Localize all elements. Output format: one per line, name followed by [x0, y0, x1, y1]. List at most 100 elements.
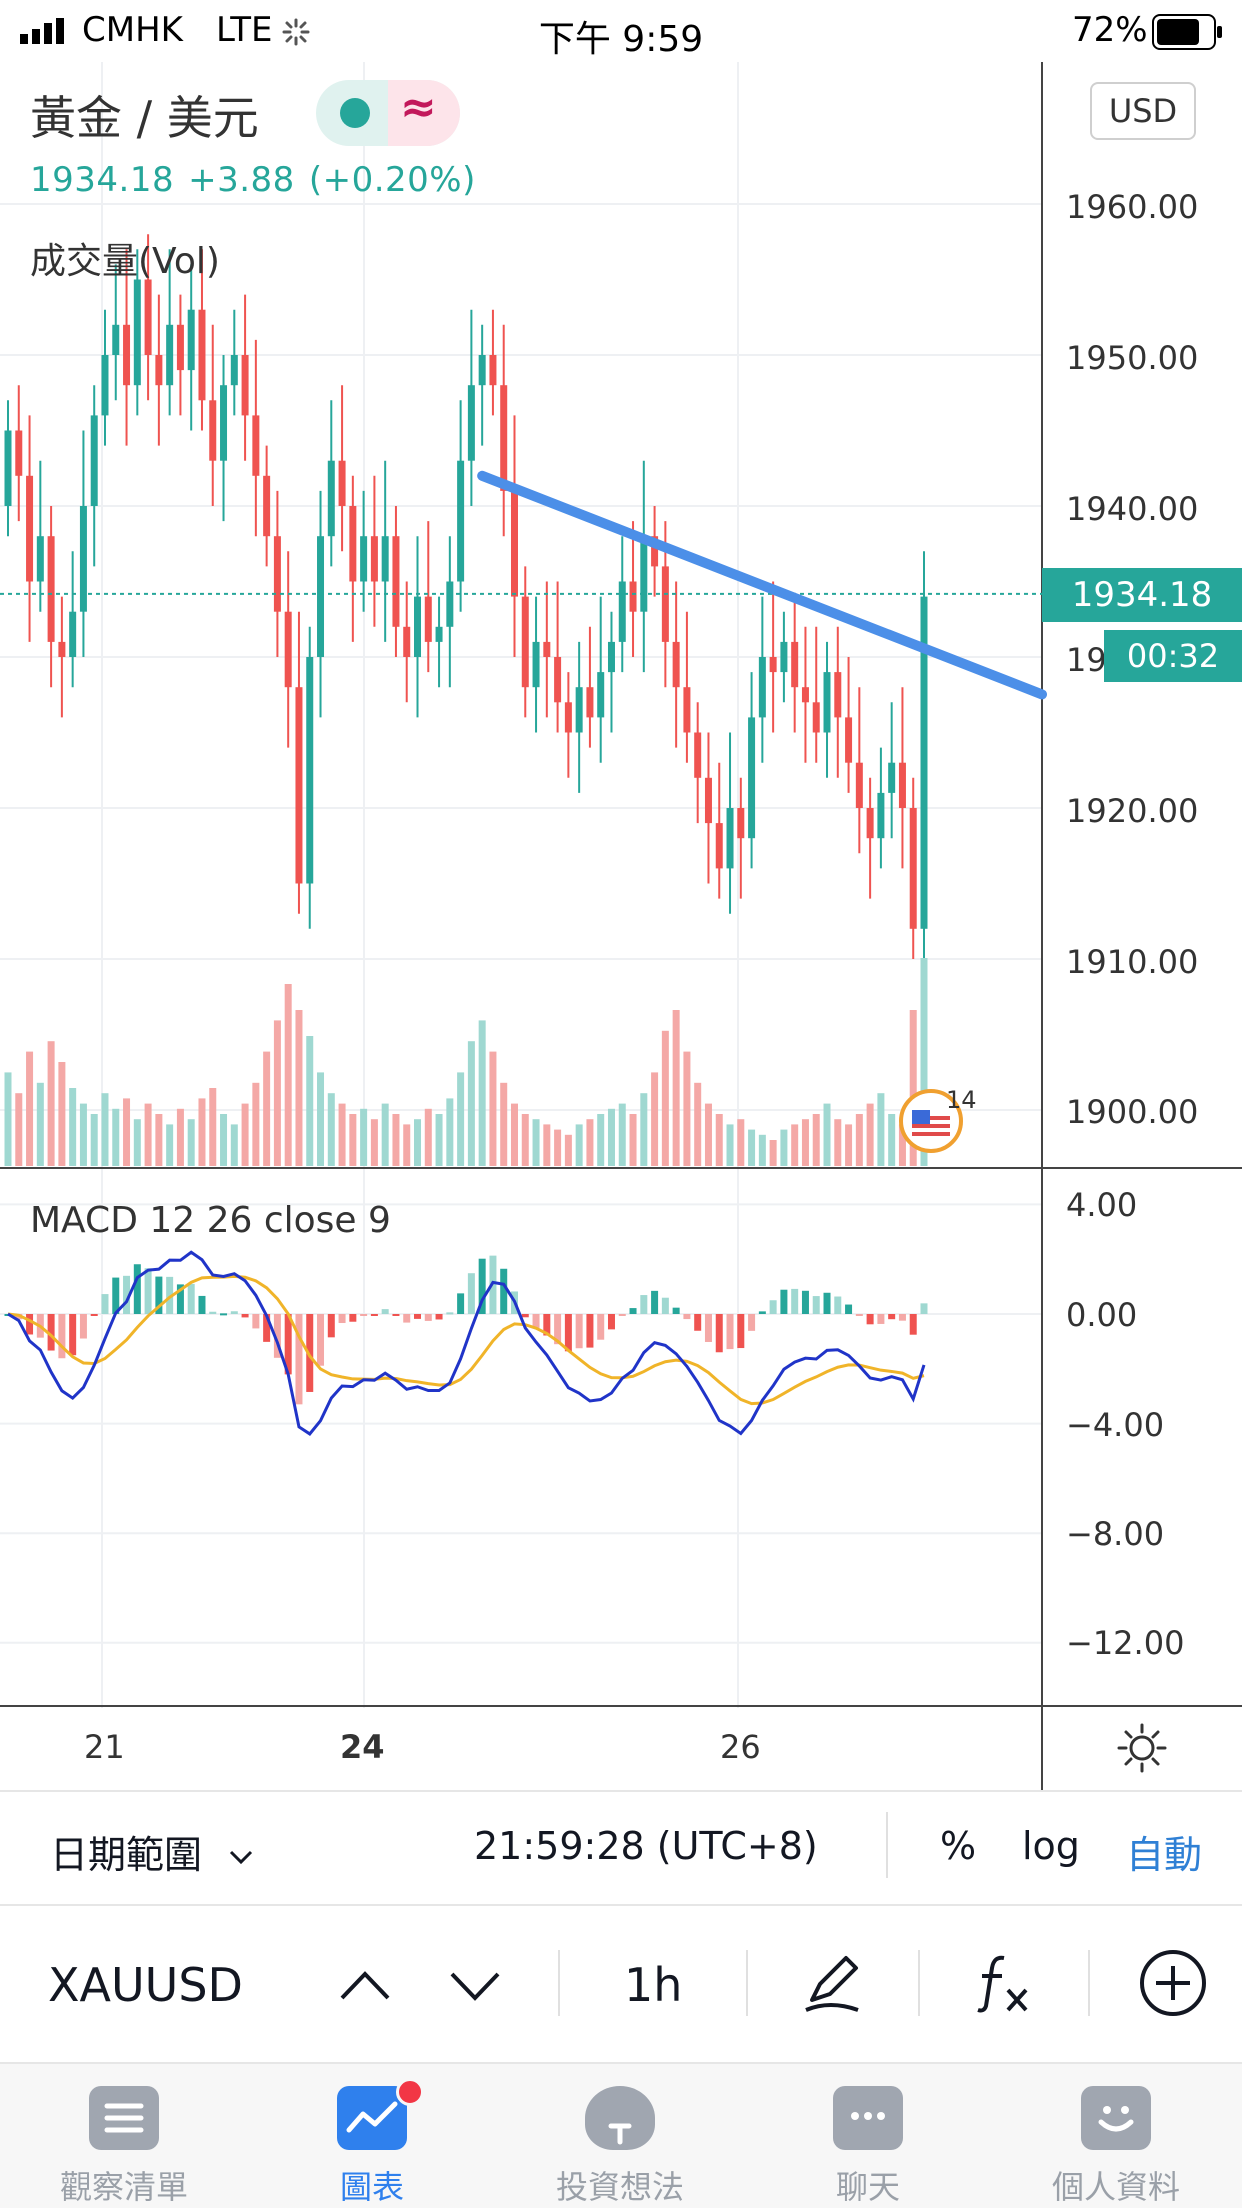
volume-bar: [36, 1082, 44, 1166]
candle-body: [47, 536, 55, 642]
macd-histogram-bar: [424, 1314, 432, 1321]
macd-histogram-bar: [403, 1314, 411, 1323]
price-summary: 1934.18 +3.88 (+0.20%): [30, 160, 490, 200]
volume-bar: [327, 1093, 335, 1166]
candle-body: [510, 490, 518, 597]
candle-body: [360, 536, 368, 582]
log-scale-toggle[interactable]: log: [1022, 1824, 1080, 1868]
percent-scale-toggle[interactable]: %: [940, 1824, 977, 1868]
macd-histogram-bar: [737, 1314, 745, 1349]
macd-histogram-bar: [144, 1268, 152, 1314]
volume-bar: [715, 1114, 723, 1166]
date-range-button[interactable]: 日期範圍: [50, 1824, 254, 1879]
time-axis-label: 21: [84, 1728, 125, 1766]
candle-body: [4, 430, 12, 506]
tab-watchlist[interactable]: 觀察清單: [0, 2064, 248, 2208]
volume-bar: [79, 1103, 87, 1166]
volume-bar: [58, 1062, 66, 1166]
chevron-up-icon[interactable]: [338, 1966, 392, 2006]
volume-bar: [737, 1119, 745, 1166]
volume-bar: [133, 1119, 141, 1166]
auto-scale-toggle[interactable]: 自動: [1126, 1833, 1203, 1877]
candle-body: [133, 279, 141, 386]
sun-gear-icon[interactable]: [1116, 1722, 1168, 1774]
carrier-name: CMHK: [82, 10, 183, 50]
candle-body: [888, 762, 896, 793]
macd-histogram-bar: [823, 1292, 831, 1314]
pair-title[interactable]: 黃金 / 美元: [30, 91, 259, 145]
pen-icon[interactable]: [800, 1950, 866, 2016]
volume-bar: [187, 1119, 195, 1166]
volume-bar: [812, 1114, 820, 1166]
candle-body: [370, 536, 378, 582]
macd-histogram-bar: [101, 1294, 109, 1314]
date-range-label: 日期範圍: [50, 1833, 203, 1877]
chart-area[interactable]: [0, 62, 1242, 1792]
candle-body: [327, 460, 335, 537]
candle-body: [58, 641, 66, 657]
timeframe-selector[interactable]: 1h: [624, 1958, 683, 2012]
tab-chart[interactable]: 圖表: [248, 2064, 496, 2208]
macd-histogram-bar: [457, 1293, 465, 1314]
chart-canvas[interactable]: [0, 62, 1242, 1792]
macd-histogram-bar: [79, 1314, 87, 1339]
loading-icon: [282, 18, 310, 46]
notification-dot: [396, 2078, 424, 2106]
macd-histogram-bar: [370, 1314, 378, 1316]
macd-axis-label: 0.00: [1066, 1296, 1138, 1334]
candle-body: [349, 506, 357, 582]
macd-histogram-bar: [26, 1314, 34, 1335]
volume-bar: [241, 1103, 249, 1166]
network-type: LTE: [216, 10, 273, 50]
macd-histogram-bar: [360, 1314, 368, 1316]
candle-body: [209, 400, 217, 461]
candle-body: [661, 566, 669, 642]
macd-histogram-bar: [834, 1296, 842, 1314]
tab-label: 圖表: [339, 2168, 404, 2206]
candle-body: [69, 611, 77, 657]
volume-bar: [769, 1140, 777, 1166]
macd-histogram-bar: [909, 1314, 917, 1335]
volume-bar: [554, 1129, 562, 1166]
volume-bar: [263, 1051, 271, 1166]
function-icon[interactable]: [970, 1950, 1036, 2016]
tab-chat[interactable]: 聊天: [744, 2064, 992, 2208]
volume-bar: [726, 1124, 734, 1166]
volume-bar: [47, 1041, 55, 1166]
candle-body: [155, 355, 163, 386]
candle-body: [909, 808, 917, 929]
candle-body: [834, 672, 842, 718]
candle-body: [532, 641, 540, 688]
volume-bar: [338, 1103, 346, 1166]
macd-histogram-bar: [446, 1312, 454, 1315]
volume-bar: [640, 1093, 648, 1166]
candle-body: [586, 687, 594, 718]
macd-axis-label: 4.00: [1066, 1186, 1138, 1224]
tab-profile[interactable]: 個人資料: [992, 2064, 1240, 2208]
volume-bar: [4, 1072, 12, 1166]
currency-button[interactable]: USD: [1090, 82, 1196, 140]
volume-indicator-label[interactable]: 成交量(Vol): [30, 241, 220, 282]
volume-bar: [607, 1108, 615, 1166]
volume-bar: [898, 1124, 906, 1166]
add-icon[interactable]: [1138, 1948, 1208, 2018]
candle-body: [317, 536, 325, 657]
symbol-selector[interactable]: XAUUSD: [48, 1958, 243, 2012]
macd-histogram-bar: [69, 1314, 77, 1356]
volume-bar: [758, 1134, 766, 1166]
candle-body: [801, 687, 809, 703]
macd-histogram-bar: [241, 1314, 249, 1318]
volume-bar: [273, 1020, 281, 1166]
macd-histogram-bar: [694, 1314, 702, 1331]
tab-ideas[interactable]: 投資想法: [496, 2064, 744, 2208]
chevron-down-icon[interactable]: [448, 1966, 502, 2006]
volume-bar: [166, 1124, 174, 1166]
lightbulb-icon: [585, 2086, 655, 2150]
indicator-toggle[interactable]: ≈: [316, 80, 460, 146]
us-flag-icon[interactable]: [898, 1088, 964, 1154]
candle-body: [166, 324, 174, 386]
volume-bar: [414, 1119, 422, 1166]
macd-histogram-bar: [855, 1314, 863, 1316]
candle-body: [694, 732, 702, 778]
macd-indicator-label[interactable]: MACD 12 26 close 9: [30, 1200, 391, 1241]
